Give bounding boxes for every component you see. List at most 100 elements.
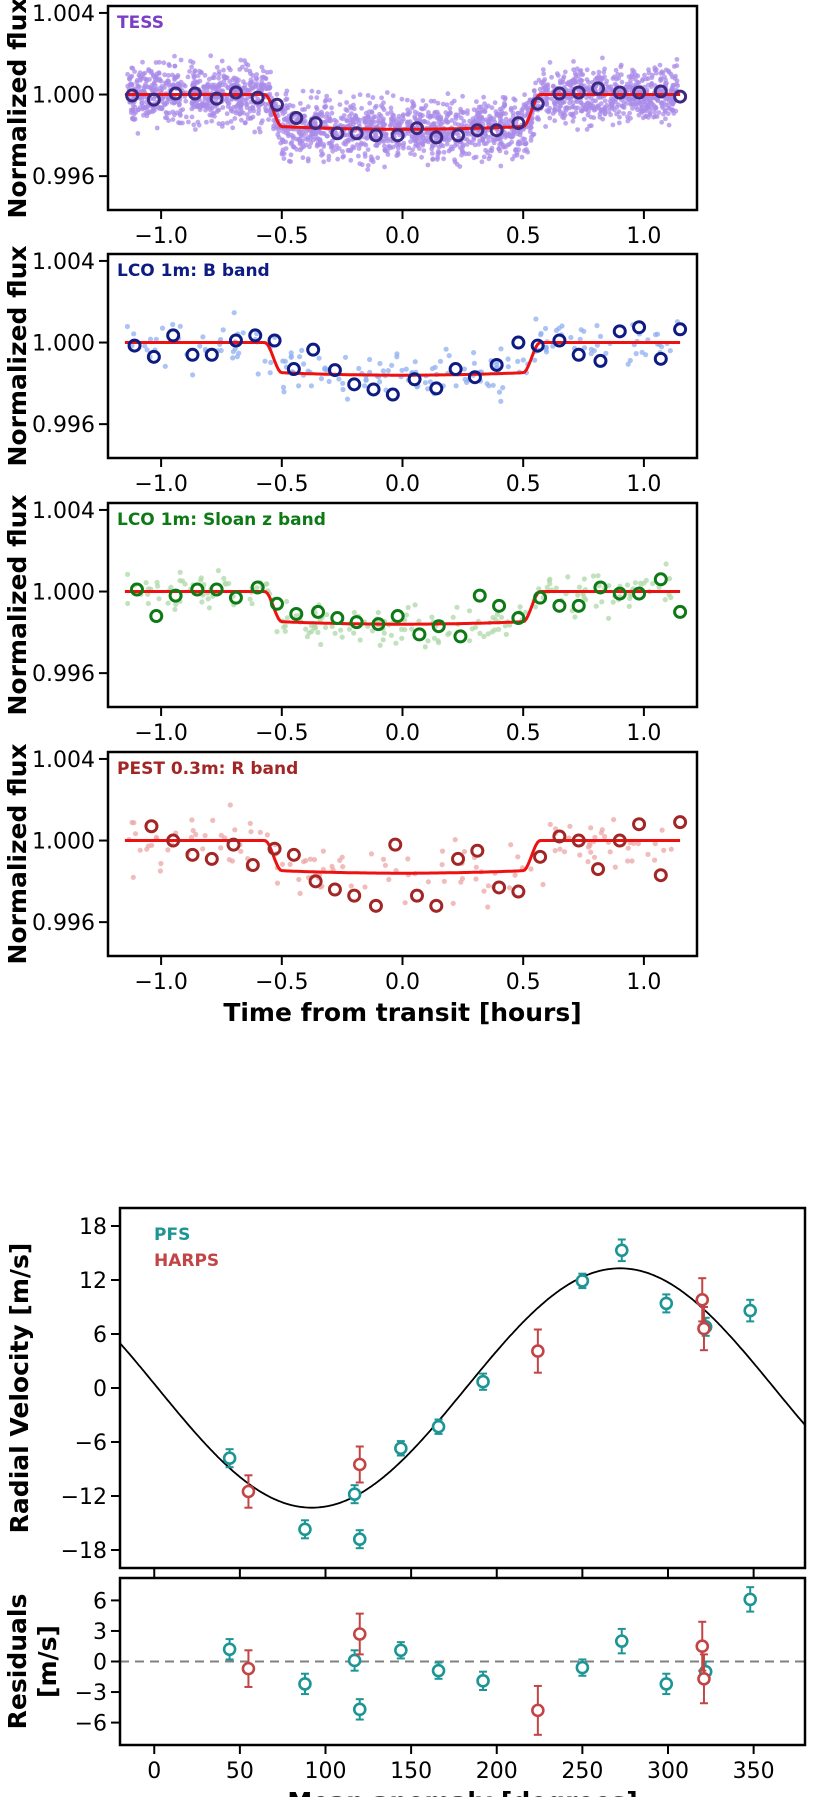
raw-point [547,576,553,582]
raw-point [207,104,213,109]
raw-point [264,86,270,92]
raw-point [297,890,303,897]
rv-point [476,1674,490,1688]
raw-point [324,133,330,139]
raw-point [645,851,651,858]
raw-point [445,631,451,638]
raw-point [250,105,256,111]
raw-point [454,604,460,610]
raw-point [412,359,418,365]
binned-point [185,347,200,362]
raw-point [321,144,327,149]
raw-point [471,360,477,366]
raw-point [485,883,491,889]
raw-point [617,114,622,120]
raw-point [367,100,373,106]
binned-point [368,128,383,143]
raw-point [600,55,605,61]
raw-point [282,628,288,634]
raw-point [289,140,295,145]
rv-point [575,1274,590,1288]
raw-point [392,123,398,129]
raw-point [219,89,225,94]
raw-point [313,131,319,137]
raw-point [221,79,227,84]
binned-point [467,370,482,385]
raw-point [585,859,591,865]
binned-point [185,847,200,862]
rv-point [531,1703,545,1718]
raw-point [147,84,152,90]
raw-point [517,604,523,610]
raw-point [598,101,604,106]
raw-point [571,79,577,85]
raw-point [477,630,483,637]
raw-point [157,868,163,874]
raw-point [591,70,596,76]
x-tick-label: −0.5 [255,970,308,995]
raw-point [382,164,387,170]
raw-point [365,114,371,120]
binned-point [204,851,219,866]
raw-point [301,144,307,150]
raw-point [219,124,225,129]
raw-point [315,629,321,636]
legend-pfs: PFS [154,1225,190,1245]
raw-point [287,861,293,867]
x-tick-label: −1.0 [134,224,187,249]
binned-point [571,833,586,848]
rv-point [394,1441,408,1456]
raw-point [611,817,617,823]
raw-point [340,154,346,160]
binned-point [612,586,627,601]
raw-point [321,159,327,165]
raw-point [588,849,594,855]
raw-point [535,116,540,122]
raw-point [195,73,201,79]
raw-point [319,152,324,158]
binned-point [228,333,243,348]
raw-point [218,845,224,851]
raw-point [441,149,447,155]
raw-point [162,72,168,78]
raw-point [607,849,613,855]
raw-point [538,332,544,338]
raw-point [575,127,580,132]
x-tick-label: 0 [147,1759,161,1784]
raw-point [248,829,254,835]
x-tick-label: 0.5 [506,721,541,746]
raw-point [197,103,203,109]
raw-point [383,131,389,137]
binned-point [407,372,422,387]
raw-point [280,384,287,390]
raw-point [596,583,602,589]
binned-point [673,322,688,337]
raw-point [170,321,176,328]
raw-point [242,82,248,87]
raw-point [210,111,216,117]
raw-point [444,141,450,147]
raw-point [630,106,635,111]
raw-point [307,144,312,150]
raw-point [262,82,267,88]
raw-point [615,71,621,77]
binned-point [129,582,144,597]
raw-point [340,149,345,154]
raw-point [473,876,479,882]
raw-point [286,133,291,139]
y-tick-label: −6 [75,1431,107,1456]
raw-point [418,113,423,118]
raw-point [351,609,357,616]
raw-point [584,126,590,132]
raw-point [502,130,508,135]
raw-point [522,92,527,98]
binned-point [612,833,627,848]
rv-point [531,1344,545,1358]
raw-point [399,367,405,373]
raw-point [429,151,435,156]
binned-point [552,333,567,348]
raw-point [675,83,681,88]
raw-point [324,612,330,618]
raw-point [234,354,240,360]
raw-point [461,849,468,855]
